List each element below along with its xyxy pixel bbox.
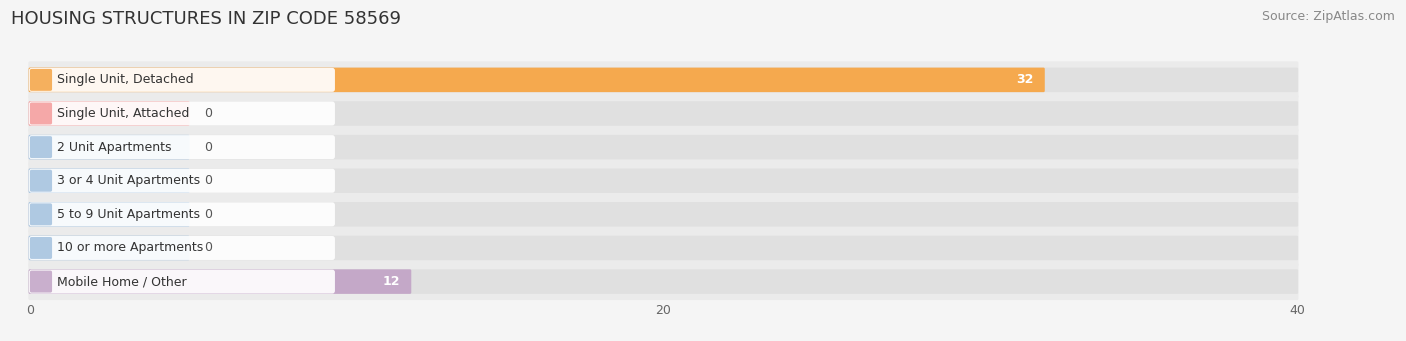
Text: Single Unit, Detached: Single Unit, Detached bbox=[56, 73, 194, 86]
Text: 0: 0 bbox=[204, 241, 212, 254]
FancyBboxPatch shape bbox=[30, 135, 335, 159]
FancyBboxPatch shape bbox=[30, 103, 52, 124]
Text: 0: 0 bbox=[204, 174, 212, 187]
FancyBboxPatch shape bbox=[28, 162, 1299, 199]
FancyBboxPatch shape bbox=[28, 229, 1299, 266]
FancyBboxPatch shape bbox=[28, 68, 1045, 92]
FancyBboxPatch shape bbox=[28, 135, 190, 159]
Text: Source: ZipAtlas.com: Source: ZipAtlas.com bbox=[1261, 10, 1395, 23]
FancyBboxPatch shape bbox=[30, 68, 335, 92]
Text: 12: 12 bbox=[382, 275, 401, 288]
Text: 5 to 9 Unit Apartments: 5 to 9 Unit Apartments bbox=[56, 208, 200, 221]
Text: 32: 32 bbox=[1017, 73, 1033, 86]
FancyBboxPatch shape bbox=[30, 136, 52, 158]
FancyBboxPatch shape bbox=[30, 236, 335, 260]
FancyBboxPatch shape bbox=[28, 236, 1298, 260]
Text: 0: 0 bbox=[204, 208, 212, 221]
Text: 10 or more Apartments: 10 or more Apartments bbox=[56, 241, 202, 254]
FancyBboxPatch shape bbox=[28, 61, 1299, 98]
FancyBboxPatch shape bbox=[28, 135, 1298, 159]
FancyBboxPatch shape bbox=[30, 170, 52, 192]
FancyBboxPatch shape bbox=[30, 69, 52, 91]
Text: 0: 0 bbox=[204, 107, 212, 120]
FancyBboxPatch shape bbox=[30, 270, 335, 294]
FancyBboxPatch shape bbox=[28, 196, 1299, 233]
FancyBboxPatch shape bbox=[28, 129, 1299, 166]
FancyBboxPatch shape bbox=[28, 95, 1299, 132]
FancyBboxPatch shape bbox=[30, 271, 52, 293]
Text: 3 or 4 Unit Apartments: 3 or 4 Unit Apartments bbox=[56, 174, 200, 187]
FancyBboxPatch shape bbox=[28, 263, 1299, 300]
FancyBboxPatch shape bbox=[30, 102, 335, 125]
FancyBboxPatch shape bbox=[28, 202, 1298, 227]
FancyBboxPatch shape bbox=[30, 169, 335, 193]
Text: 0: 0 bbox=[204, 140, 212, 153]
FancyBboxPatch shape bbox=[28, 236, 190, 260]
Text: Single Unit, Attached: Single Unit, Attached bbox=[56, 107, 190, 120]
FancyBboxPatch shape bbox=[28, 269, 412, 294]
FancyBboxPatch shape bbox=[28, 168, 1298, 193]
FancyBboxPatch shape bbox=[28, 101, 1298, 126]
FancyBboxPatch shape bbox=[28, 101, 190, 126]
Text: Mobile Home / Other: Mobile Home / Other bbox=[56, 275, 187, 288]
FancyBboxPatch shape bbox=[30, 237, 52, 259]
Text: 2 Unit Apartments: 2 Unit Apartments bbox=[56, 140, 172, 153]
FancyBboxPatch shape bbox=[28, 202, 190, 227]
FancyBboxPatch shape bbox=[30, 203, 52, 225]
FancyBboxPatch shape bbox=[28, 269, 1298, 294]
FancyBboxPatch shape bbox=[28, 168, 190, 193]
FancyBboxPatch shape bbox=[30, 202, 335, 226]
Text: HOUSING STRUCTURES IN ZIP CODE 58569: HOUSING STRUCTURES IN ZIP CODE 58569 bbox=[11, 10, 401, 28]
FancyBboxPatch shape bbox=[28, 68, 1298, 92]
